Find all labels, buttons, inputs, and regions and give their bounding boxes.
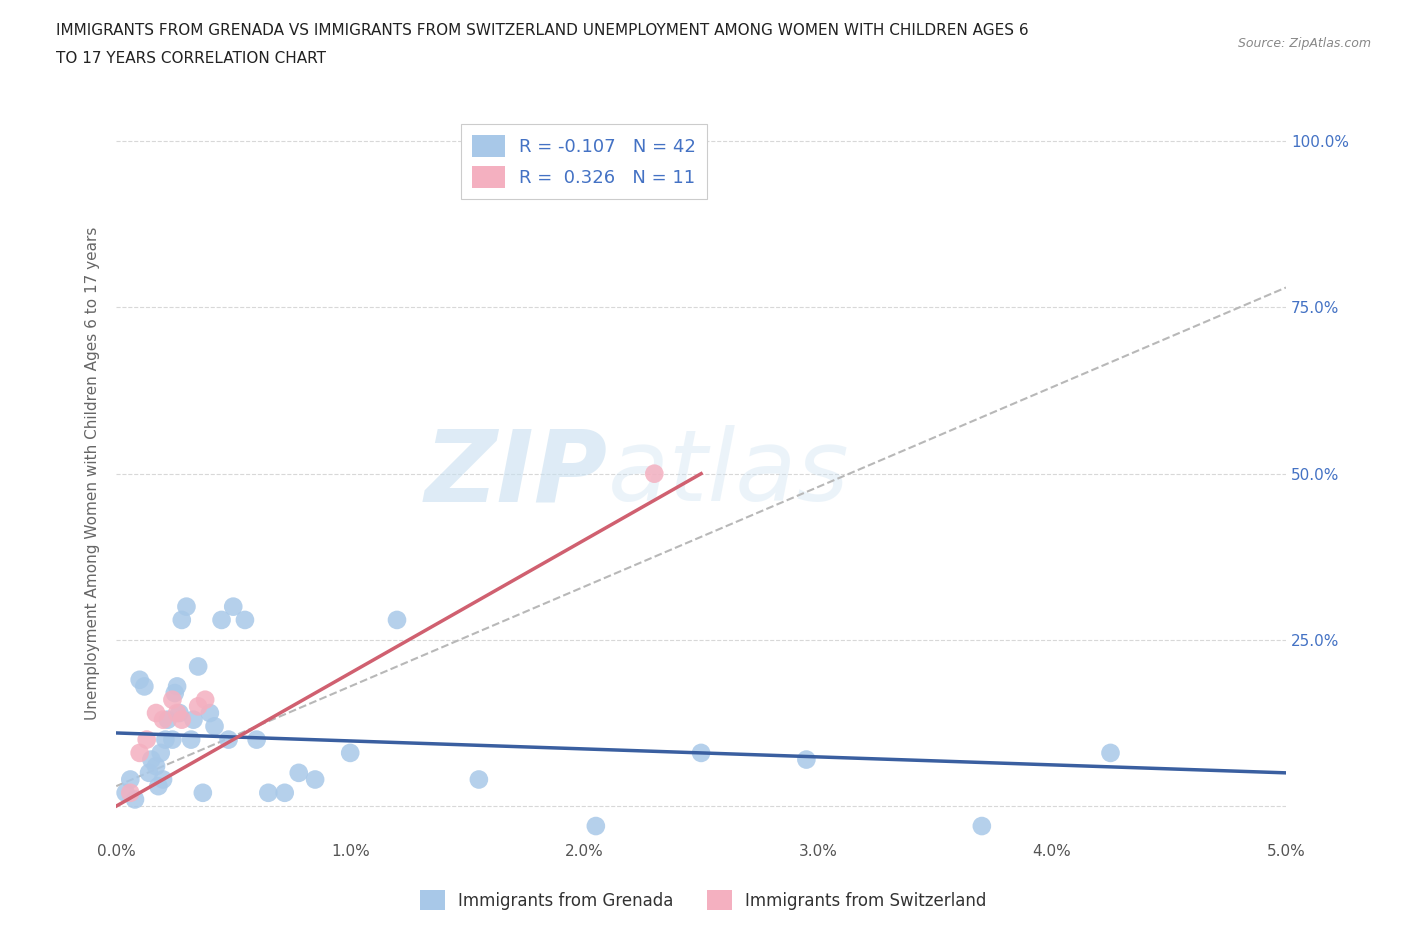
Point [141,752,163,767]
Point [134,679,156,694]
Point [166,706,188,721]
Point [156,712,179,727]
Point [796,752,818,767]
Point [163,685,186,700]
Point [690,746,713,761]
Point [170,613,193,628]
Point [120,772,142,787]
Point [145,706,167,721]
Point [152,772,174,787]
Point [162,732,184,747]
Point [198,706,221,721]
Text: ZIP: ZIP [425,425,607,522]
Point [114,785,136,800]
Point [468,772,491,787]
Text: IMMIGRANTS FROM GRENADA VS IMMIGRANTS FROM SWITZERLAND UNEMPLOYMENT AMONG WOMEN : IMMIGRANTS FROM GRENADA VS IMMIGRANTS FR… [56,23,1029,38]
Text: Source: ZipAtlas.com: Source: ZipAtlas.com [1237,37,1371,50]
Point [169,706,191,721]
Point [148,778,170,793]
Point [643,466,665,481]
Point [218,732,240,747]
Point [246,732,269,747]
Point [124,792,146,807]
Point [222,599,245,614]
Point [304,772,326,787]
Point [183,712,205,727]
Point [273,785,295,800]
Point [339,746,361,761]
Point [128,746,150,761]
Point [162,692,184,707]
Point [135,732,157,747]
Point [170,712,193,727]
Legend: Immigrants from Grenada, Immigrants from Switzerland: Immigrants from Grenada, Immigrants from… [413,884,993,917]
Y-axis label: Unemployment Among Women with Children Ages 6 to 17 years: Unemployment Among Women with Children A… [86,227,100,721]
Point [194,692,217,707]
Point [138,765,160,780]
Point [187,659,209,674]
Point [1099,746,1122,761]
Legend: R = -0.107   N = 42, R =  0.326   N = 11: R = -0.107 N = 42, R = 0.326 N = 11 [461,125,707,199]
Point [149,746,172,761]
Point [211,613,233,628]
Point [970,818,993,833]
Point [120,785,142,800]
Text: TO 17 YEARS CORRELATION CHART: TO 17 YEARS CORRELATION CHART [56,51,326,66]
Point [287,765,309,780]
Point [145,759,167,774]
Point [585,818,607,833]
Point [233,613,256,628]
Point [191,785,214,800]
Point [166,679,188,694]
Point [257,785,280,800]
Point [187,699,209,714]
Point [152,712,174,727]
Point [204,719,226,734]
Point [128,672,150,687]
Text: atlas: atlas [607,425,849,522]
Point [155,732,177,747]
Point [180,732,202,747]
Point [385,613,408,628]
Point [176,599,198,614]
